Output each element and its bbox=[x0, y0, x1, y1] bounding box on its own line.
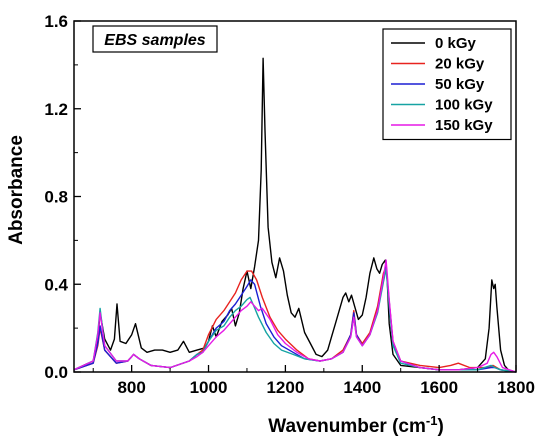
annotation-box: EBS samples bbox=[92, 25, 218, 53]
legend: 0 kGy 20 kGy 50 kGy 100 kGy 150 kGy bbox=[382, 28, 512, 141]
y-tick-label: 1.6 bbox=[44, 12, 68, 31]
series-group bbox=[73, 57, 517, 373]
x-tick-label: 1000 bbox=[190, 378, 228, 397]
x-tick-label: 1400 bbox=[343, 378, 381, 397]
x-axis-label-superscript: -1 bbox=[426, 413, 438, 428]
legend-label: 150 kGy bbox=[435, 117, 493, 134]
x-axis-label: Wavenumber (cm-1) bbox=[268, 413, 444, 437]
series-line-150-kgy bbox=[73, 259, 517, 373]
y-axis-label: Absorbance bbox=[6, 135, 27, 245]
series-line-100-kgy bbox=[73, 268, 517, 373]
series-line-0-kgy bbox=[73, 57, 517, 373]
x-axis-label-main: Wavenumber (cm bbox=[268, 416, 426, 437]
legend-label: 20 kGy bbox=[435, 56, 485, 73]
y-tick-label: 1.2 bbox=[44, 100, 68, 119]
axes-group: 800 1000 1200 1400 1600 1800 0.0 0.4 0.8 1.2 1.6 bbox=[44, 12, 535, 397]
annotation-frame bbox=[92, 25, 218, 53]
x-tick-label: 800 bbox=[117, 378, 145, 397]
legend-label: 0 kGy bbox=[435, 35, 477, 52]
x-tick-label: 1600 bbox=[420, 378, 458, 397]
series-line-20-kgy bbox=[73, 266, 517, 373]
annotation-label: EBS samples bbox=[104, 32, 205, 49]
x-tick-label: 1800 bbox=[497, 378, 535, 397]
y-tick-label: 0.8 bbox=[44, 188, 68, 207]
legend-label: 50 kGy bbox=[435, 76, 485, 93]
legend-label: 100 kGy bbox=[435, 97, 493, 114]
x-tick-label: 1200 bbox=[266, 378, 304, 397]
y-tick-label: 0.4 bbox=[44, 275, 68, 294]
x-axis-label-close: ) bbox=[437, 416, 443, 437]
y-tick-label: 0.0 bbox=[44, 363, 68, 382]
